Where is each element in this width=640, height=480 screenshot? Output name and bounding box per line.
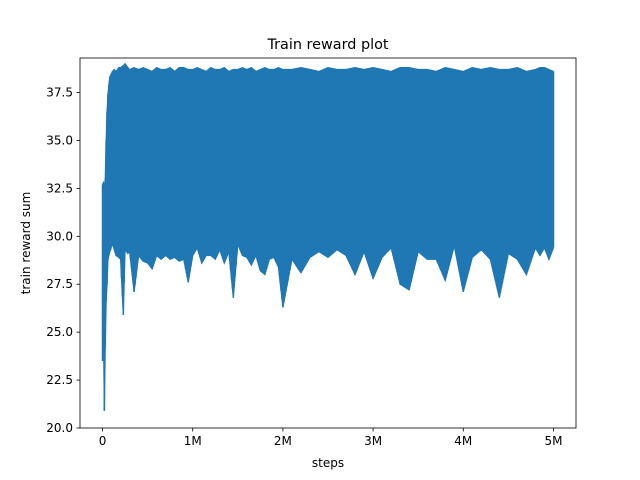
series-0-line bbox=[101, 63, 555, 411]
x-tick-label: 0 bbox=[99, 434, 107, 448]
y-axis-label: train reward sum bbox=[19, 192, 33, 295]
x-tick-label: 3M bbox=[364, 434, 382, 448]
x-tick-label: 1M bbox=[184, 434, 202, 448]
axes-frame bbox=[79, 57, 577, 429]
x-tick-label: 4M bbox=[454, 434, 472, 448]
chart-title: Train reward plot bbox=[266, 37, 388, 53]
y-tick-label: 25.0 bbox=[46, 325, 73, 339]
y-tick-label: 35.0 bbox=[46, 133, 73, 147]
x-axis-label: steps bbox=[312, 456, 344, 470]
y-tick-label: 32.5 bbox=[46, 181, 73, 195]
y-tick-label: 27.5 bbox=[46, 277, 73, 291]
series-0-lower-envelope bbox=[101, 242, 555, 411]
series-0-upper-envelope bbox=[102, 62, 554, 189]
y-tick-label: 20.0 bbox=[46, 421, 73, 435]
plot-area bbox=[101, 62, 555, 411]
y-tick-label: 22.5 bbox=[46, 373, 73, 387]
x-tick-label: 2M bbox=[274, 434, 292, 448]
y-tick-label: 37.5 bbox=[46, 86, 73, 100]
axis-ticks: 0 1M 2M 3M 4M 5M 20.0 22.5 25.0 27.5 30.0 32.5 35.0 3… bbox=[46, 86, 562, 448]
x-tick-label: 5M bbox=[544, 434, 562, 448]
y-tick-label: 30.0 bbox=[46, 229, 73, 243]
